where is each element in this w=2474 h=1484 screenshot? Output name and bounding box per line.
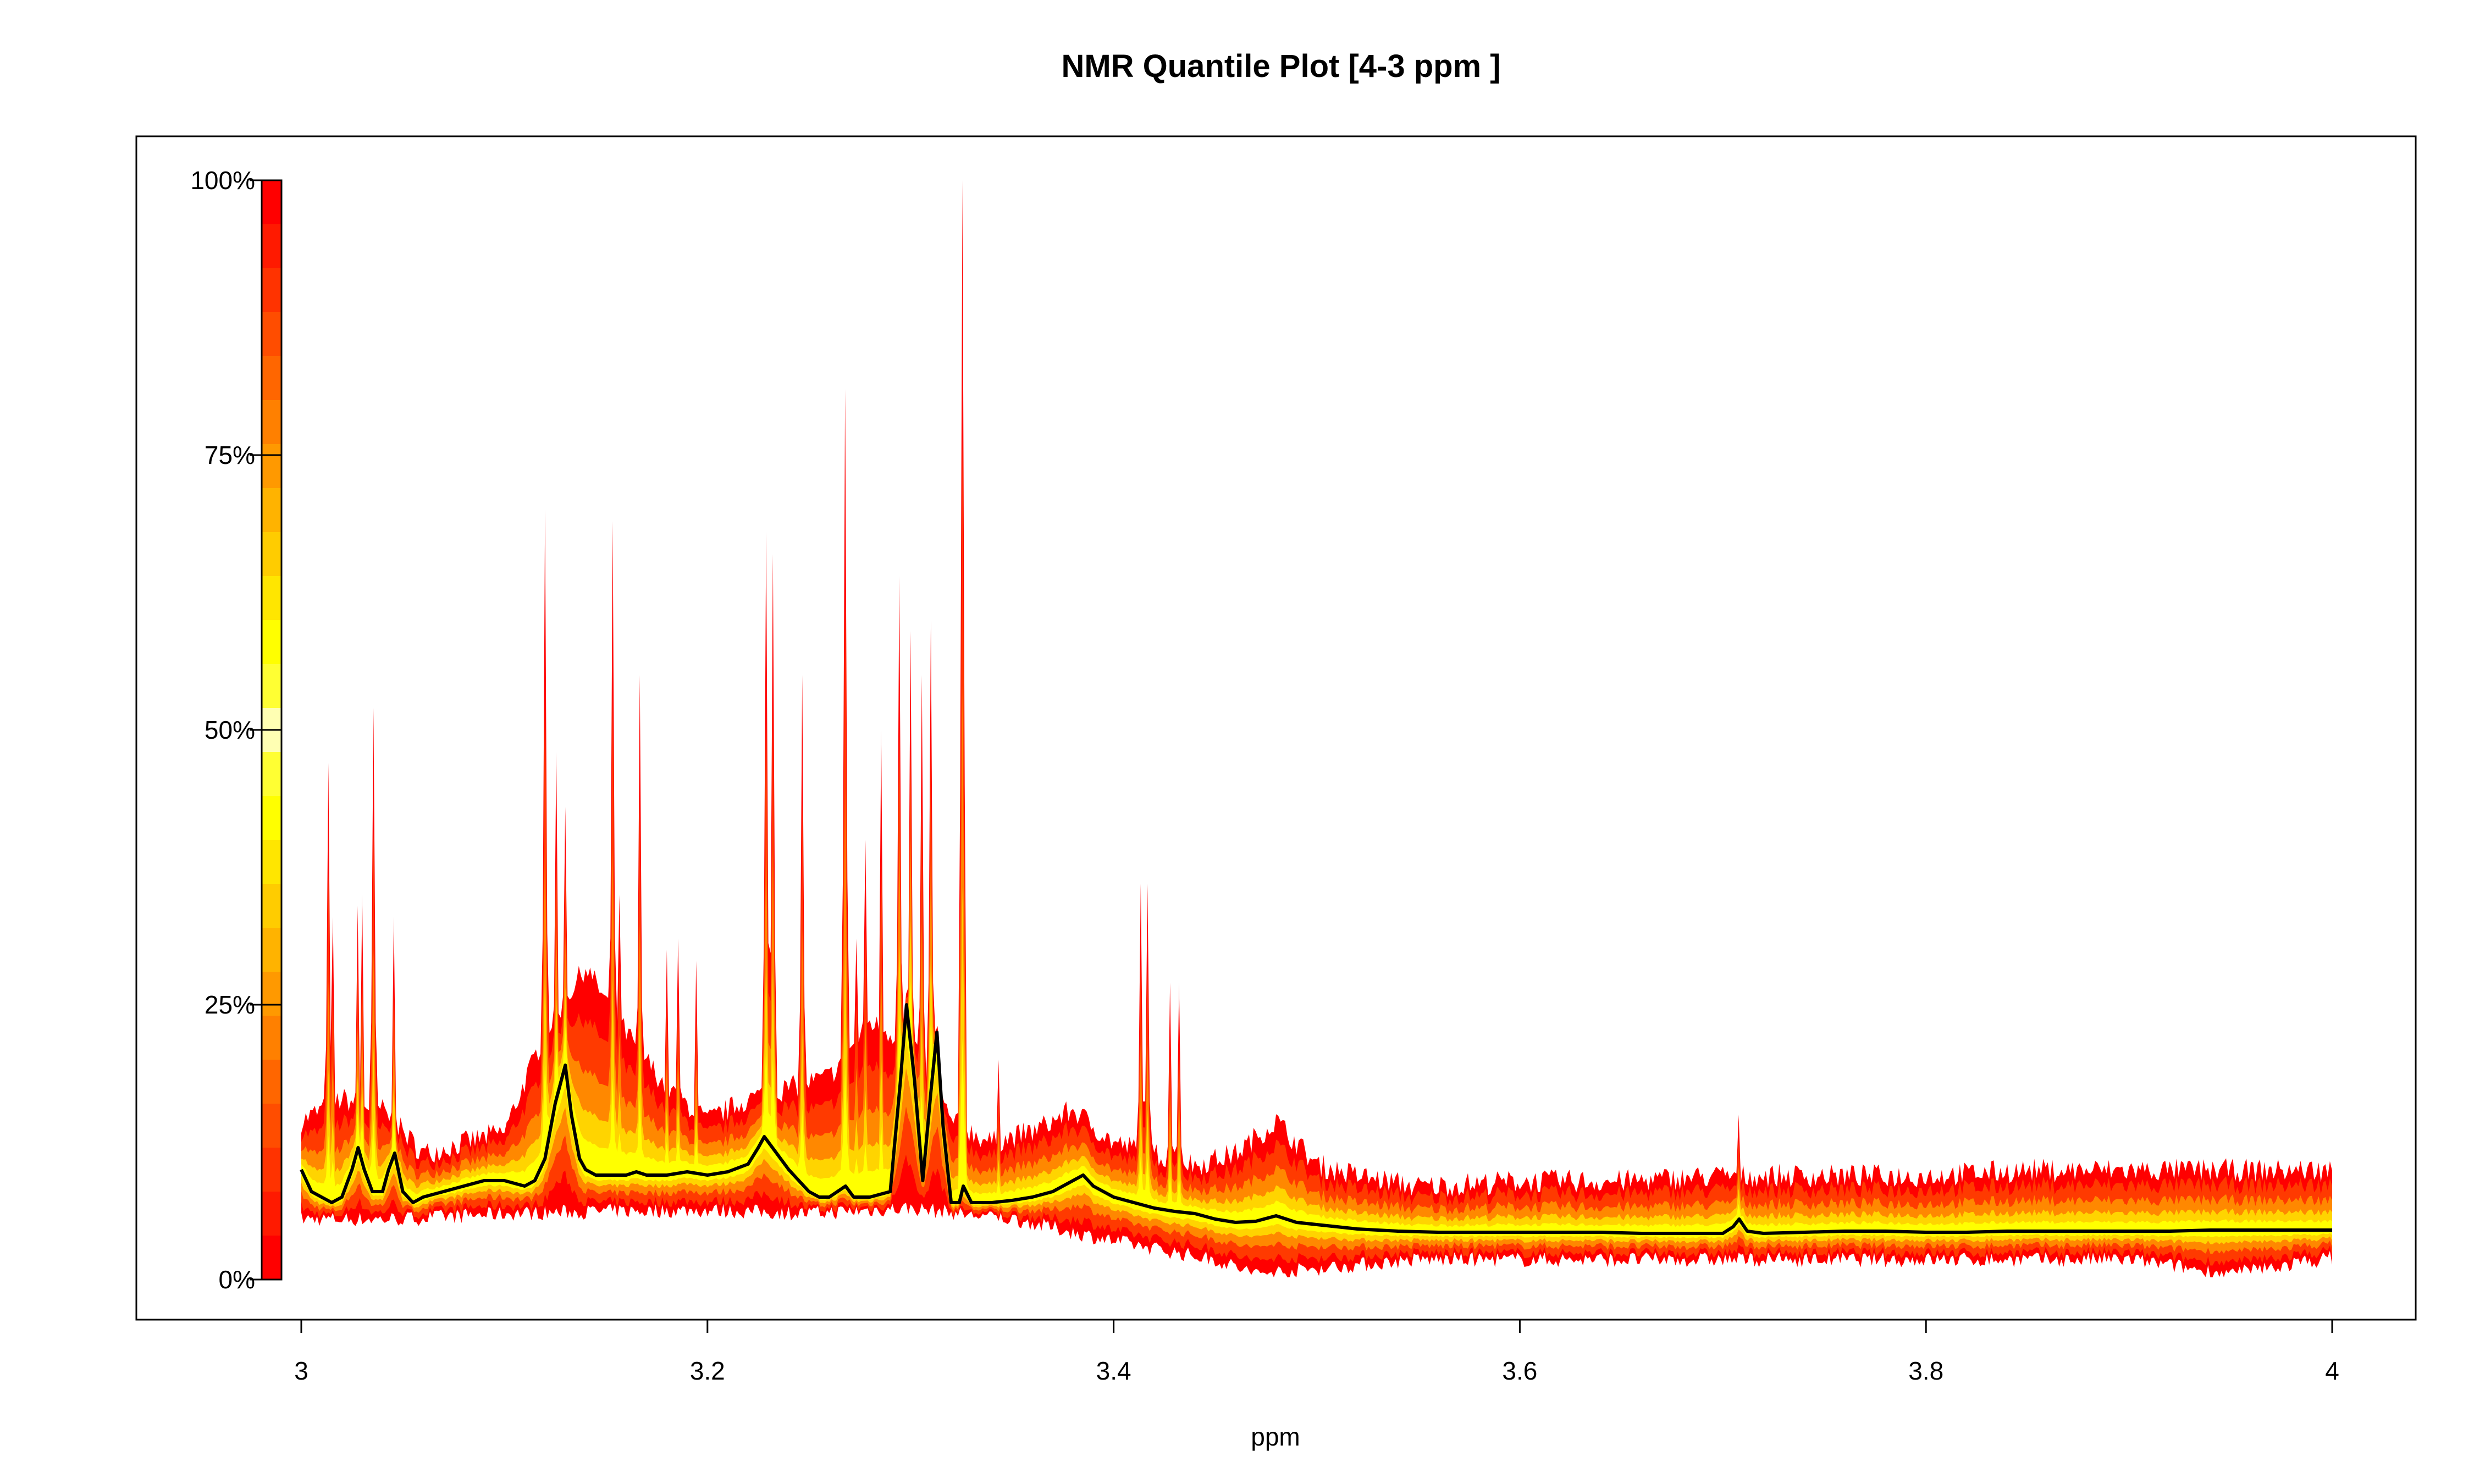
color-bar-segment [262, 356, 281, 401]
color-bar-segment [262, 620, 281, 665]
color-bar-segment [262, 796, 281, 840]
color-bar-segment [262, 884, 281, 928]
chart-title: NMR Quantile Plot [4-3 ppm ] [1061, 48, 1500, 84]
color-bar-segment [262, 1236, 281, 1280]
color-bar-segment [262, 664, 281, 708]
y-tick-label: 75% [205, 441, 255, 469]
x-tick-label: 4 [2325, 1356, 2339, 1385]
color-bar-segment [262, 1016, 281, 1060]
band-mid [301, 685, 2332, 1254]
x-tick-label: 3.6 [1502, 1356, 1537, 1385]
color-bar-segment [262, 840, 281, 884]
y-tick-label: 100% [190, 166, 255, 195]
color-bar-segment [262, 532, 281, 577]
x-tick-label: 3.4 [1096, 1356, 1131, 1385]
median-line [300, 1003, 2332, 1235]
color-bar-segment [262, 1104, 281, 1148]
color-bar-segment [262, 1148, 281, 1192]
y-axis: 0% 25% 50% 75% 100% [190, 166, 281, 1294]
y-tick-label: 25% [205, 990, 255, 1019]
x-axis-label: ppm [1251, 1422, 1300, 1451]
color-bar-segment [262, 400, 281, 445]
color-bar-segment [262, 180, 281, 225]
color-bar-segment [262, 268, 281, 313]
x-tick-label: 3.8 [1908, 1356, 1943, 1385]
color-bar-segment [262, 1060, 281, 1104]
color-bar-segment [262, 312, 281, 357]
color-bar-segment [262, 928, 281, 972]
x-tick-label: 3.2 [690, 1356, 725, 1385]
color-bar-segment [262, 1192, 281, 1236]
color-bar-legend [261, 179, 283, 1281]
color-bar-segment [262, 444, 281, 489]
y-tick-label: 50% [205, 716, 255, 744]
color-bar-segment [262, 224, 281, 269]
color-bar-segment [262, 972, 281, 1016]
quantile-bands [300, 180, 2332, 1277]
x-tick-label: 3 [294, 1356, 308, 1385]
x-axis: 3 3.2 3.4 3.6 3.8 4 [294, 1319, 2339, 1385]
color-bar-segment [262, 488, 281, 533]
color-bar-segment [262, 752, 281, 796]
color-bar-segment [262, 576, 281, 621]
y-tick-label: 0% [219, 1265, 255, 1294]
